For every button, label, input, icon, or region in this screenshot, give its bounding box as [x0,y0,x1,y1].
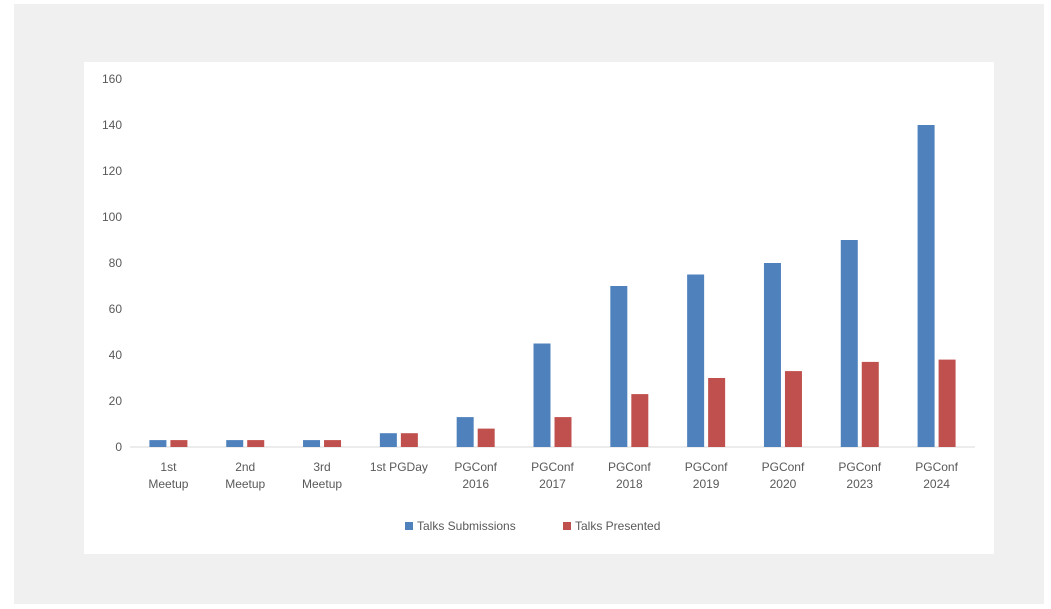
y-tick-label: 20 [109,394,123,408]
presented-bar [861,361,879,447]
x-category-label: PGConf 2020 [762,460,805,491]
legend-label-presented: Talks Presented [575,519,660,533]
x-category-label: PGConf 2018 [608,460,651,491]
presented-bar [170,440,188,447]
submissions-bar [379,433,397,447]
x-category-label: 2nd Meetup [225,460,265,491]
y-tick-label: 0 [115,440,122,454]
submissions-bar [303,440,321,447]
legend-swatch-submissions [405,522,413,530]
presented-bar [247,440,265,447]
presented-bar [400,433,418,447]
presented-bar [631,394,649,447]
submissions-bar [226,440,244,447]
x-category-label: 3rd Meetup [302,460,342,491]
x-category-label: PGConf 2024 [915,460,958,491]
x-category-label: PGConf 2023 [838,460,881,491]
submissions-bar [840,240,858,447]
x-category-label: 1st Meetup [148,460,188,491]
y-tick-label: 40 [109,348,123,362]
y-tick-label: 80 [109,256,123,270]
y-tick-label: 160 [102,72,122,86]
presented-bar [324,440,342,447]
presented-bar [477,428,495,447]
submissions-bar [456,417,474,447]
x-category-label: PGConf 2017 [531,460,574,491]
legend-swatch-presented [563,522,571,530]
submissions-bar [763,263,781,447]
y-tick-label: 140 [102,118,122,132]
legend-label-submissions: Talks Submissions [417,519,516,533]
presented-bar [554,417,572,447]
x-category-label: PGConf 2019 [685,460,728,491]
submissions-bar [917,125,935,447]
submissions-bar [687,274,705,447]
presented-bar [938,359,956,447]
x-category-label: PGConf 2016 [454,460,497,491]
presented-bar [784,371,802,447]
submissions-bar [533,343,551,447]
y-tick-label: 120 [102,164,122,178]
presented-bar [708,378,726,447]
x-category-label: 1st PGDay [370,460,428,474]
y-tick-label: 100 [102,210,122,224]
y-tick-label: 60 [109,302,123,316]
submissions-bar [149,440,167,447]
submissions-bar [610,286,628,447]
